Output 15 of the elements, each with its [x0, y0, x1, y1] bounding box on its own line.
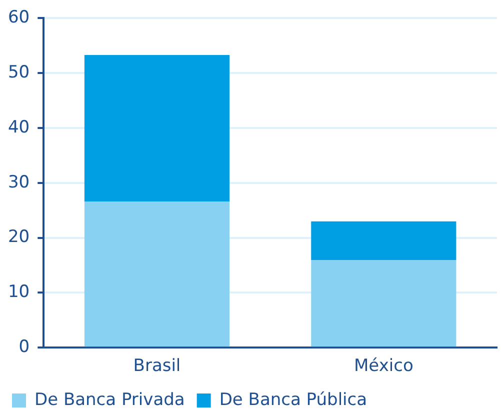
x-tick-label: Brasil	[133, 356, 181, 376]
bar	[311, 260, 456, 347]
y-tick-label: 60	[8, 8, 30, 28]
bar	[84, 202, 230, 347]
y-tick-label: 50	[8, 62, 30, 83]
y-tick-label: 40	[8, 117, 30, 138]
y-tick-label: 30	[8, 172, 30, 192]
bar	[311, 221, 456, 260]
y-tick-label: 10	[8, 282, 30, 302]
y-tick-label: 0	[18, 337, 30, 358]
y-tick-label: 20	[8, 227, 30, 248]
bar	[84, 54, 230, 202]
x-tick-label: México	[354, 356, 414, 376]
legend-label: De Banca Privada	[34, 390, 185, 410]
legend-label: De Banca Pública	[219, 390, 368, 410]
